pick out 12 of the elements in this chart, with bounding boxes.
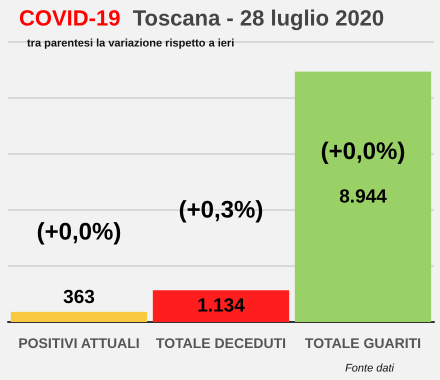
chart-title: COVID-19 Toscana - 28 luglio 2020	[19, 6, 384, 30]
source-note: Fonte dati	[345, 362, 395, 374]
x-tick-label: TOTALE DECEDUTI	[156, 335, 286, 351]
chart-subtitle: tra parentesi la variazione rispetto a ieri	[27, 38, 234, 50]
data-label: 8.944	[339, 186, 388, 208]
x-tick-label: POSITIVI ATTUALI	[18, 335, 140, 351]
annotation: (+0,0%)	[36, 218, 122, 246]
data-label: 363	[63, 286, 95, 308]
data-label: 1.134	[197, 296, 246, 317]
annotation: (+0,3%)	[178, 196, 264, 224]
annotation: (+0,0%)	[320, 138, 406, 166]
x-tick-label: TOTALE GUARITI	[304, 335, 422, 351]
